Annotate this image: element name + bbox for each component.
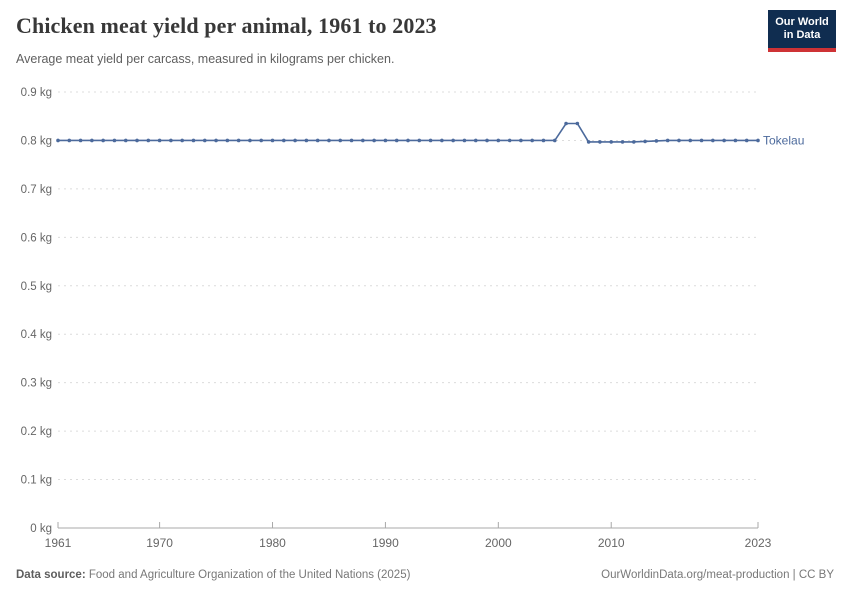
- data-point[interactable]: [440, 138, 444, 143]
- data-point[interactable]: [315, 138, 320, 143]
- data-point[interactable]: [372, 138, 376, 143]
- y-tick-label: 0.4 kg: [21, 329, 52, 341]
- data-point[interactable]: [236, 138, 241, 143]
- data-point[interactable]: [56, 138, 60, 143]
- data-point[interactable]: [609, 140, 614, 144]
- data-point[interactable]: [191, 138, 196, 143]
- data-point[interactable]: [304, 138, 309, 143]
- data-point[interactable]: [180, 138, 184, 143]
- data-point[interactable]: [361, 138, 365, 143]
- data-point[interactable]: [756, 138, 760, 143]
- data-point[interactable]: [530, 138, 534, 143]
- data-source-label: Data source:: [16, 569, 86, 581]
- x-tick-label: 1990: [372, 536, 399, 550]
- data-point[interactable]: [575, 121, 580, 126]
- data-point[interactable]: [722, 138, 726, 143]
- data-point[interactable]: [169, 138, 173, 143]
- data-point[interactable]: [688, 138, 693, 143]
- data-point[interactable]: [417, 138, 422, 143]
- data-point[interactable]: [112, 138, 117, 143]
- data-point[interactable]: [146, 138, 151, 143]
- data-point[interactable]: [733, 138, 738, 143]
- y-tick-label: 0.1 kg: [21, 475, 52, 487]
- x-tick-label: 1961: [45, 536, 72, 550]
- data-point[interactable]: [485, 138, 489, 143]
- data-point[interactable]: [349, 138, 354, 143]
- data-point[interactable]: [451, 138, 455, 143]
- data-point[interactable]: [78, 138, 83, 143]
- x-tick-label: 2000: [485, 536, 512, 550]
- page-title: Chicken meat yield per animal, 1961 to 2…: [16, 13, 437, 38]
- y-tick-label: 0.5 kg: [21, 281, 52, 293]
- data-point[interactable]: [643, 139, 647, 144]
- x-tick-label: 1970: [146, 536, 173, 550]
- data-point[interactable]: [123, 138, 128, 143]
- y-tick-label: 0 kg: [30, 523, 52, 535]
- owid-logo-line2: in Data: [783, 29, 821, 41]
- data-point[interactable]: [90, 138, 94, 143]
- data-point[interactable]: [586, 140, 591, 144]
- series-label[interactable]: Tokelau: [763, 133, 804, 147]
- data-point[interactable]: [496, 138, 501, 143]
- data-point[interactable]: [473, 138, 478, 143]
- data-point[interactable]: [744, 138, 749, 143]
- data-point[interactable]: [462, 138, 467, 143]
- data-point[interactable]: [552, 138, 557, 143]
- y-tick-label: 0.2 kg: [21, 426, 52, 438]
- data-point[interactable]: [135, 138, 139, 143]
- data-point[interactable]: [711, 138, 715, 143]
- data-point[interactable]: [338, 138, 343, 143]
- x-tick-label: 2023: [745, 536, 772, 550]
- data-point[interactable]: [598, 140, 602, 144]
- y-tick-label: 0.7 kg: [21, 184, 52, 196]
- data-point[interactable]: [293, 138, 297, 143]
- y-tick-label: 0.9 kg: [21, 87, 52, 99]
- page-footer: Data source: Food and Agriculture Organi…: [16, 569, 834, 581]
- data-point[interactable]: [654, 139, 659, 143]
- y-tick-label: 0.8 kg: [21, 135, 52, 147]
- data-point[interactable]: [665, 138, 670, 143]
- x-tick-label: 1980: [259, 536, 286, 550]
- data-point[interactable]: [67, 138, 72, 143]
- data-point[interactable]: [101, 138, 105, 143]
- data-point[interactable]: [327, 138, 331, 143]
- data-point[interactable]: [157, 138, 162, 143]
- data-point[interactable]: [632, 140, 636, 144]
- data-point[interactable]: [519, 138, 523, 143]
- data-point[interactable]: [248, 138, 252, 143]
- owid-logo[interactable]: Our World in Data: [768, 10, 836, 52]
- data-point[interactable]: [394, 138, 399, 143]
- chart-svg[interactable]: 0 kg 0.1 kg 0.2 kg 0.3 kg 0.4 kg 0.5 kg 0.6 kg…: [0, 82, 850, 562]
- data-point[interactable]: [677, 138, 681, 143]
- y-tick-label: 0.6 kg: [21, 232, 52, 244]
- data-point[interactable]: [202, 138, 207, 143]
- data-point[interactable]: [620, 140, 625, 144]
- data-point[interactable]: [428, 138, 433, 143]
- y-tick-label: 0.3 kg: [21, 378, 52, 390]
- data-point[interactable]: [259, 138, 264, 143]
- data-point[interactable]: [406, 138, 410, 143]
- data-point[interactable]: [225, 138, 230, 143]
- data-source-text: Food and Agriculture Organization of the…: [85, 569, 411, 581]
- data-point[interactable]: [270, 138, 275, 143]
- data-point[interactable]: [282, 138, 286, 143]
- data-source-note: Data source: Food and Agriculture Organi…: [16, 569, 410, 581]
- data-point[interactable]: [564, 121, 568, 126]
- data-point[interactable]: [383, 138, 388, 143]
- data-point[interactable]: [541, 138, 546, 143]
- chart-area[interactable]: 0 kg 0.1 kg 0.2 kg 0.3 kg 0.4 kg 0.5 kg 0.6 kg…: [0, 82, 850, 562]
- x-tick-label: 2010: [598, 536, 625, 550]
- data-point[interactable]: [699, 138, 704, 143]
- data-point[interactable]: [214, 138, 218, 143]
- owid-logo-line1: Our World: [775, 16, 829, 28]
- data-point[interactable]: [507, 138, 512, 143]
- page-subtitle: Average meat yield per carcass, measured…: [16, 52, 395, 66]
- footer-link[interactable]: OurWorldinData.org/meat-production | CC …: [601, 569, 834, 581]
